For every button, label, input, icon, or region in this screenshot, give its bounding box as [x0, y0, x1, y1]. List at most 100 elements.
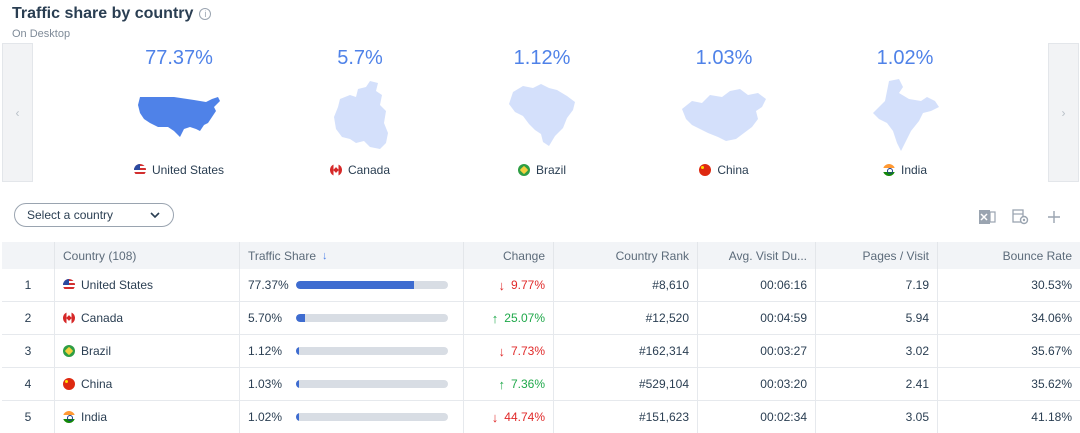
country-card-label: China — [634, 163, 814, 177]
share-bar-fill — [296, 347, 300, 355]
traffic-table: Country (108) Traffic Share ↓ Change Cou… — [2, 242, 1080, 433]
table-row[interactable]: 3 Brazil 1.12% ↓ 7.73% #162,314 00:03:27 … — [2, 335, 1080, 368]
share-bar-fill — [296, 380, 300, 388]
row-change: ↓ 9.77% — [464, 269, 554, 301]
change-text: 7.36% — [510, 377, 545, 391]
widget-subtitle: On Desktop — [12, 28, 71, 40]
canada-flag-icon — [329, 164, 342, 176]
excel-export-icon[interactable] — [978, 208, 996, 226]
widget-title: Traffic share by country i — [12, 5, 212, 23]
row-country[interactable]: Brazil — [55, 335, 240, 367]
row-pages-visit: 2.41 — [816, 368, 938, 400]
arrow-down-icon: ↓ — [498, 277, 505, 293]
canada-map-icon — [270, 75, 450, 155]
china-flag-icon — [699, 164, 712, 176]
row-visit-duration: 00:03:20 — [698, 368, 816, 400]
table-row[interactable]: 1 United States 77.37% ↓ 9.77% #8,610 00:… — [2, 269, 1080, 302]
header-traffic-share-label: Traffic Share — [248, 248, 317, 263]
change-value: ↓ 44.74% — [492, 410, 545, 425]
row-visit-duration: 00:02:34 — [698, 401, 816, 433]
row-pages-visit: 3.02 — [816, 335, 938, 367]
table-row[interactable]: 2 Canada 5.70% ↑ 25.07% #12,520 00:04:59 … — [2, 302, 1080, 335]
table-row[interactable]: 4 China 1.03% ↑ 7.36% #529,104 00:03:20 2… — [2, 368, 1080, 401]
row-visit-duration: 00:04:59 — [698, 302, 816, 334]
share-bar — [296, 413, 448, 421]
row-traffic-share: 1.12% — [240, 335, 464, 367]
country-card-name: Brazil — [535, 163, 566, 177]
row-bounce-rate: 35.67% — [1031, 344, 1072, 358]
row-index: 2 — [2, 302, 55, 334]
country-card-india[interactable]: 1.02% India — [815, 43, 995, 182]
share-bar — [296, 314, 448, 322]
country-card-canada[interactable]: 5.7% Canada — [270, 43, 450, 182]
row-pages-visit: 7.19 — [816, 269, 938, 301]
change-text: 9.77% — [510, 278, 545, 292]
country-card-label: India — [815, 163, 995, 177]
change-text: 25.07% — [504, 311, 545, 325]
row-pages-visit: 3.05 — [816, 401, 938, 433]
table-settings-icon[interactable] — [1012, 208, 1030, 226]
country-card-share: 1.03% — [695, 47, 753, 69]
share-bar — [296, 380, 448, 388]
header-pages-visit[interactable]: Pages / Visit — [816, 242, 938, 269]
country-card-brazil[interactable]: 1.12% Brazil — [452, 43, 632, 182]
header-avg-visit[interactable]: Avg. Visit Du... — [698, 242, 816, 269]
change-value: ↑ 25.07% — [492, 311, 545, 326]
share-bar — [296, 347, 448, 355]
header-traffic-share[interactable]: Traffic Share ↓ — [240, 242, 464, 269]
row-bounce-rate: 41.18% — [1031, 410, 1072, 424]
row-bounce-rate: 30.53% — [1031, 278, 1072, 292]
arrow-down-icon: ↓ — [491, 409, 499, 425]
chevron-left-icon: ‹ — [15, 105, 20, 120]
header-bounce-rate[interactable]: Bounce Rate — [1002, 248, 1072, 263]
us-flag-icon — [133, 164, 146, 176]
header-change[interactable]: Change — [464, 242, 554, 269]
row-visit-duration: 00:06:16 — [698, 269, 816, 301]
india-map-icon — [815, 75, 995, 155]
country-card-share: 1.02% — [876, 47, 934, 69]
header-country[interactable]: Country (108) — [55, 242, 240, 269]
change-text: 7.73% — [510, 344, 545, 358]
arrow-up-icon: ↑ — [498, 376, 505, 392]
change-value: ↑ 7.36% — [498, 377, 545, 392]
row-index: 4 — [2, 368, 55, 400]
row-rank: #162,314 — [554, 335, 698, 367]
row-rank: #151,623 — [554, 401, 698, 433]
row-country[interactable]: China — [55, 368, 240, 400]
select-country-label: Select a country — [27, 208, 114, 222]
row-traffic-share: 5.70% — [240, 302, 464, 334]
row-traffic-share: 77.37% — [240, 269, 464, 301]
carousel-prev-button[interactable]: ‹ — [2, 43, 33, 182]
header-country-rank[interactable]: Country Rank — [554, 242, 698, 269]
country-card-label: United States — [89, 163, 269, 177]
header-index — [2, 242, 55, 269]
row-bounce-rate: 35.62% — [1031, 377, 1072, 391]
change-text: 44.74% — [504, 410, 545, 424]
row-share-value: 1.12% — [248, 344, 283, 358]
add-icon[interactable] — [1045, 208, 1063, 226]
row-visit-duration: 00:03:27 — [698, 335, 816, 367]
row-traffic-share: 1.02% — [240, 401, 464, 433]
row-country[interactable]: Canada — [55, 302, 240, 334]
table-row[interactable]: 5 India 1.02% ↓ 44.74% #151,623 00:02:34 … — [2, 401, 1080, 433]
row-country[interactable]: United States — [55, 269, 240, 301]
row-country[interactable]: India — [55, 401, 240, 433]
table-header: Country (108) Traffic Share ↓ Change Cou… — [2, 242, 1080, 269]
country-card-share: 1.12% — [513, 47, 571, 69]
us-map-icon — [89, 75, 269, 155]
row-country-name: India — [81, 410, 108, 424]
country-card-share: 5.7% — [337, 47, 383, 69]
info-icon[interactable]: i — [199, 8, 212, 20]
row-pages-visit: 5.94 — [816, 302, 938, 334]
row-change: ↓ 44.74% — [464, 401, 554, 433]
carousel-next-button[interactable]: › — [1048, 43, 1079, 182]
select-country-dropdown[interactable]: Select a country — [14, 203, 174, 227]
row-index: 5 — [2, 401, 55, 433]
country-card-china[interactable]: 1.03% China — [634, 43, 814, 182]
share-bar-fill — [296, 281, 414, 289]
row-country-name: Brazil — [81, 344, 112, 358]
brazil-flag-icon — [517, 164, 530, 176]
chevron-down-icon — [149, 208, 161, 225]
country-card-united-states[interactable]: 77.37% United States — [89, 43, 269, 182]
row-change: ↑ 25.07% — [464, 302, 554, 334]
